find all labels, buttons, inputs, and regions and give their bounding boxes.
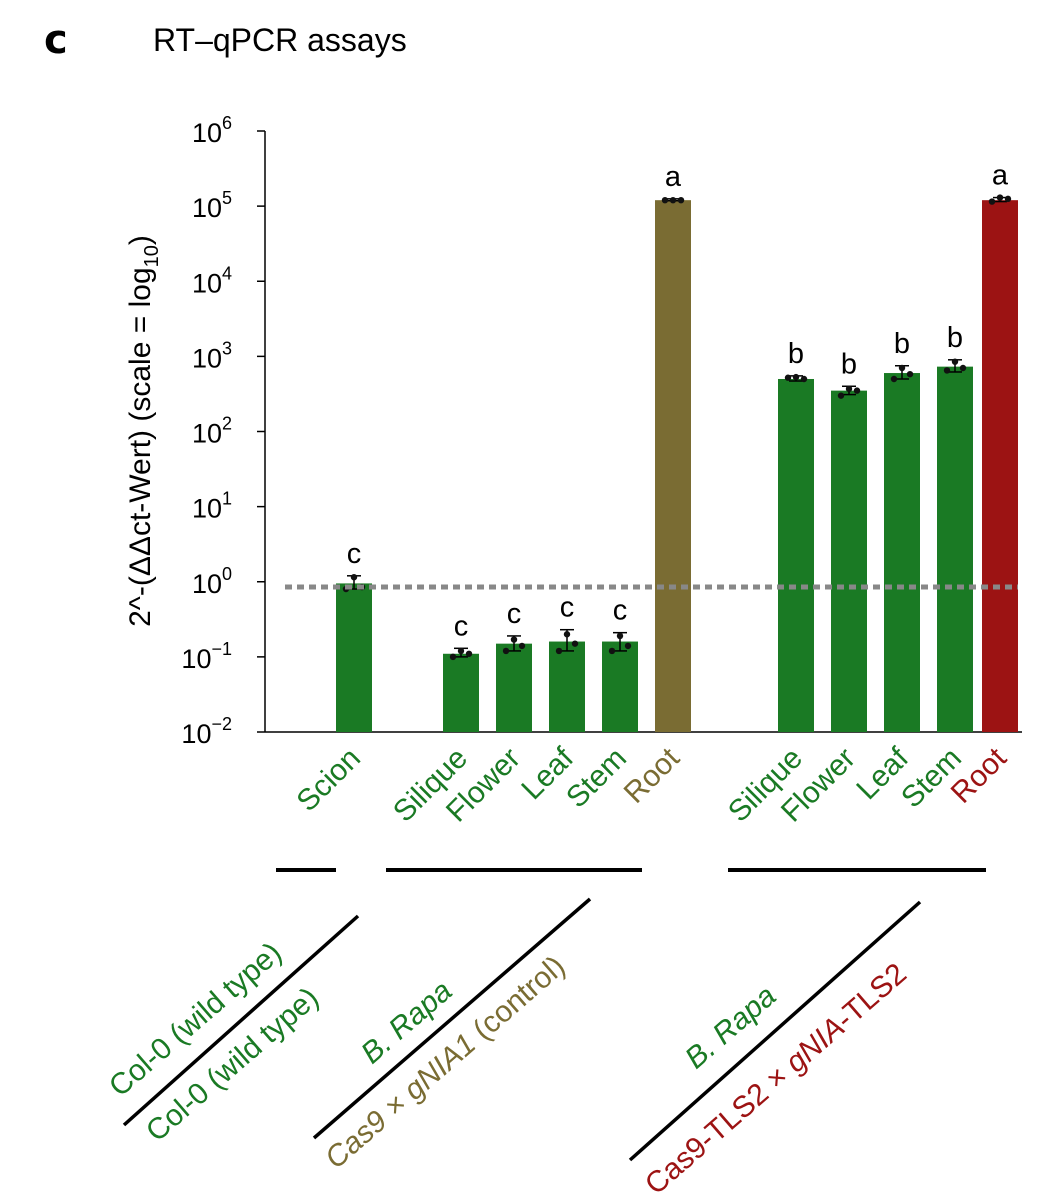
bar <box>937 366 973 732</box>
y-tick-label: 10−1 <box>181 639 232 674</box>
data-point <box>677 196 685 204</box>
data-point <box>951 358 959 365</box>
x-category-label: Root <box>618 741 687 810</box>
significance-label: c <box>347 538 362 570</box>
significance-label: c <box>454 610 469 642</box>
data-point <box>853 387 861 394</box>
bar <box>884 373 920 732</box>
data-point <box>906 370 914 378</box>
significance-label: a <box>665 161 682 193</box>
data-point <box>510 636 518 643</box>
significance-label: c <box>613 595 628 627</box>
group-label-line2: Cas9 × gNIA1 (control) <box>319 950 572 1176</box>
data-point <box>996 194 1004 201</box>
data-point <box>608 647 616 655</box>
y-tick-label: 10−2 <box>181 714 232 749</box>
data-point <box>502 647 510 655</box>
bar <box>778 378 814 732</box>
data-point <box>943 367 951 374</box>
group-divider <box>122 914 360 1127</box>
data-point <box>555 647 563 655</box>
significance-label: c <box>560 592 575 624</box>
y-tick-label: 104 <box>192 263 232 298</box>
data-point <box>890 375 898 383</box>
data-point <box>518 642 526 650</box>
group-labels: Col-0 (wild type)Col-0 (wild type) B. Rap… <box>103 868 986 1201</box>
significance-label: b <box>894 328 910 360</box>
significance-label: c <box>507 598 522 630</box>
data-point <box>571 640 579 647</box>
data-point <box>350 573 358 581</box>
data-point <box>563 631 571 638</box>
significance-label: b <box>947 322 963 354</box>
data-point <box>616 632 624 640</box>
significance-label: a <box>992 160 1009 192</box>
group-divider <box>312 897 592 1140</box>
data-point <box>959 364 967 372</box>
bar <box>655 200 691 732</box>
data-point <box>465 650 473 657</box>
bars: c c c c c a b b b b a <box>285 160 1018 732</box>
data-point <box>988 198 996 205</box>
bar <box>831 390 867 732</box>
data-point <box>661 196 669 204</box>
y-tick-label: 100 <box>192 564 232 599</box>
data-point <box>845 385 853 393</box>
data-point <box>784 374 792 381</box>
panel-letter: c <box>44 17 68 63</box>
significance-label: b <box>788 338 804 370</box>
y-tick-label: 102 <box>192 414 232 449</box>
data-point <box>669 196 677 204</box>
bar <box>602 641 638 732</box>
group-label-line2: Cas9-TLS2 × gNIA-TLS2 <box>639 957 913 1201</box>
data-point <box>898 364 906 372</box>
x-category-label: Scion <box>291 742 367 818</box>
data-point <box>792 373 800 381</box>
x-category-label: Stem <box>560 742 633 815</box>
y-tick-label: 106 <box>192 113 232 148</box>
bar <box>496 643 532 732</box>
y-tick-label: 101 <box>192 489 232 524</box>
bar <box>336 583 372 732</box>
data-point <box>837 392 845 399</box>
group-label-line1: B. Rapa <box>679 979 782 1075</box>
y-tick-label: 103 <box>192 338 232 373</box>
data-point <box>1004 195 1012 203</box>
data-point <box>457 647 465 655</box>
bar <box>443 653 479 732</box>
data-point <box>800 375 808 383</box>
significance-label: b <box>841 348 857 380</box>
y-axis: 10−2 10−1 100 101 102 103 104 105 106 2^-(ΔΔct-We… <box>124 113 1022 749</box>
y-axis-title: 2^-(ΔΔct-Wert) (scale = log10) <box>124 235 163 627</box>
bar <box>982 200 1018 732</box>
data-point <box>449 653 457 661</box>
x-category-label: Root <box>945 741 1014 810</box>
data-point <box>624 642 632 650</box>
group-divider <box>628 900 922 1162</box>
y-tick-label: 105 <box>192 188 232 223</box>
bar <box>549 641 585 732</box>
chart-title: RT–qPCR assays <box>153 22 407 58</box>
